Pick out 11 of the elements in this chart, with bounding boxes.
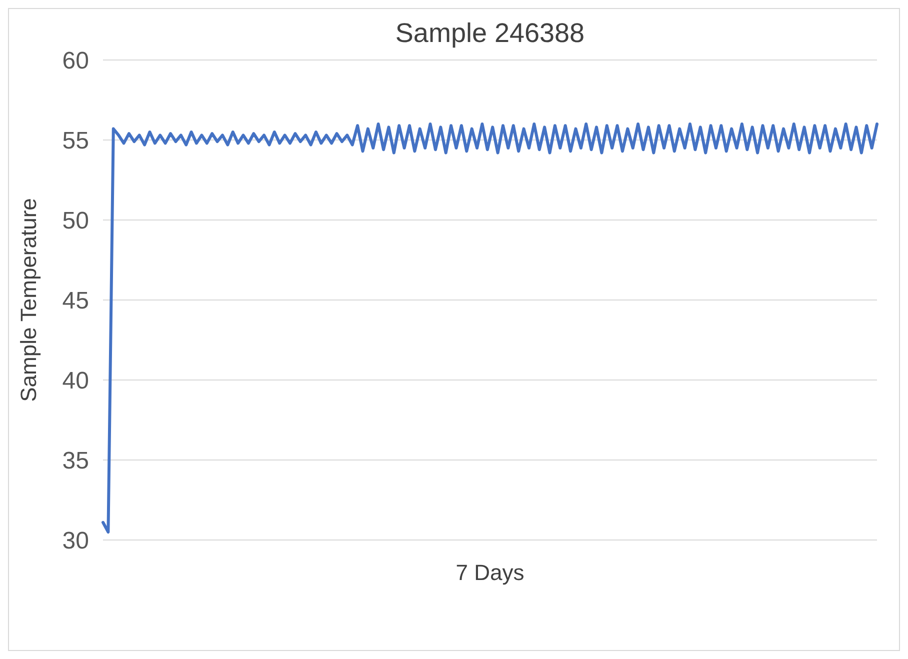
y-axis-title: Sample Temperature: [16, 198, 41, 402]
y-tick-label: 30: [62, 527, 89, 554]
line-series: [102, 122, 878, 534]
chart-title: Sample 246388: [395, 18, 585, 48]
x-axis-title: 7 Days: [456, 560, 524, 585]
y-tick-label: 45: [62, 287, 89, 314]
y-tick-label: 60: [62, 47, 89, 74]
y-tick-label: 55: [62, 127, 89, 154]
y-tick-label: 40: [62, 367, 89, 394]
y-tick-label: 35: [62, 447, 89, 474]
y-tick-label: 50: [62, 207, 89, 234]
